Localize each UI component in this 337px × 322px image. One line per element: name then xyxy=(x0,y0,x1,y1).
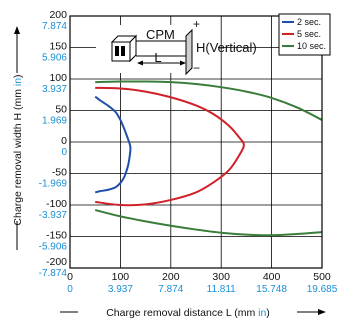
plot-frame xyxy=(69,15,323,269)
y-tick-mm-5: -50 xyxy=(52,167,67,179)
y-tick-in-1: 5.906 xyxy=(42,53,67,64)
x-axis-arrowhead xyxy=(318,309,326,315)
x-tick-mm-2: 200 xyxy=(162,271,180,283)
y-tick-mm-4: 0 xyxy=(61,135,67,147)
legend: 2 sec. 5 sec. 10 sec. xyxy=(278,13,331,56)
device-vent-1 xyxy=(115,46,119,56)
distance-arrowhead-right xyxy=(180,60,186,66)
minus-sign: − xyxy=(193,61,200,75)
x-tick-in-5: 19.685 xyxy=(307,284,337,295)
x-tick-in-2: 7.874 xyxy=(158,284,183,295)
x-tick-in-4: 15.748 xyxy=(256,284,287,295)
y-tick-mm-2: 100 xyxy=(49,72,67,84)
x-tick-in-1: 3.937 xyxy=(108,284,133,295)
x-tick-mm-4: 400 xyxy=(263,271,281,283)
series-line-10-sec-upper xyxy=(95,80,323,121)
series-line-5-sec xyxy=(95,86,245,207)
y-axis-label: Charge removal width H (mm in) xyxy=(12,74,24,225)
y-axis-arrowhead xyxy=(14,26,20,34)
y-tick-in-8: -7.874 xyxy=(39,268,68,279)
h-vertical-label: H(Vertical) xyxy=(196,40,257,55)
y-tick-in-0: 7.874 xyxy=(42,21,67,32)
x-tick-in-0: 0 xyxy=(67,284,73,295)
x-tick-mm-0: 0 xyxy=(67,271,73,283)
x-tick-in-3: 11.811 xyxy=(207,284,237,295)
y-tick-in-5: -1.969 xyxy=(39,179,68,190)
target-plate xyxy=(185,28,193,76)
legend-label-5-sec: 5 sec. xyxy=(297,29,321,39)
series-line-2-sec xyxy=(94,95,132,194)
plus-sign: + xyxy=(193,17,200,31)
cpm-label: CPM xyxy=(146,27,175,42)
legend-label-10-sec: 10 sec. xyxy=(297,41,326,51)
y-tick-in-4: 0 xyxy=(61,147,67,158)
y-tick-mm-6: -100 xyxy=(46,198,67,210)
y-tick-mm-0: 200 xyxy=(49,9,67,21)
y-tick-in-3: 1.969 xyxy=(42,116,67,127)
x-tick-mm-1: 100 xyxy=(112,271,130,283)
series-line-10-sec-lower xyxy=(94,209,323,237)
y-tick-mm-8: -200 xyxy=(46,256,67,268)
y-axis-label-group: Charge removal width H (mm in) xyxy=(12,26,24,250)
y-tick-mm-3: 50 xyxy=(55,104,67,116)
distance-arrowhead-left xyxy=(137,60,143,66)
y-tick-in-2: 3.937 xyxy=(42,84,67,95)
distance-l-label: L xyxy=(154,50,161,65)
x-tick-mm-3: 300 xyxy=(212,271,230,283)
device-side-face xyxy=(129,34,137,63)
y-tick-mm-1: 150 xyxy=(49,41,67,53)
y-tick-in-7: -5.906 xyxy=(39,242,68,253)
y-tick-in-6: -3.937 xyxy=(39,210,68,221)
cpm-diagram: L CPM + − H(Vertical) xyxy=(96,17,257,76)
x-axis-label-group: Charge removal distance L (mm in) xyxy=(60,307,326,319)
x-tick-mm-5: 500 xyxy=(313,271,331,283)
legend-label-2-sec: 2 sec. xyxy=(297,17,321,27)
device-vent-2 xyxy=(121,46,125,56)
x-axis-label: Charge removal distance L (mm in) xyxy=(106,307,270,319)
y-tick-mm-7: -150 xyxy=(46,230,67,242)
series-lines xyxy=(94,80,323,237)
